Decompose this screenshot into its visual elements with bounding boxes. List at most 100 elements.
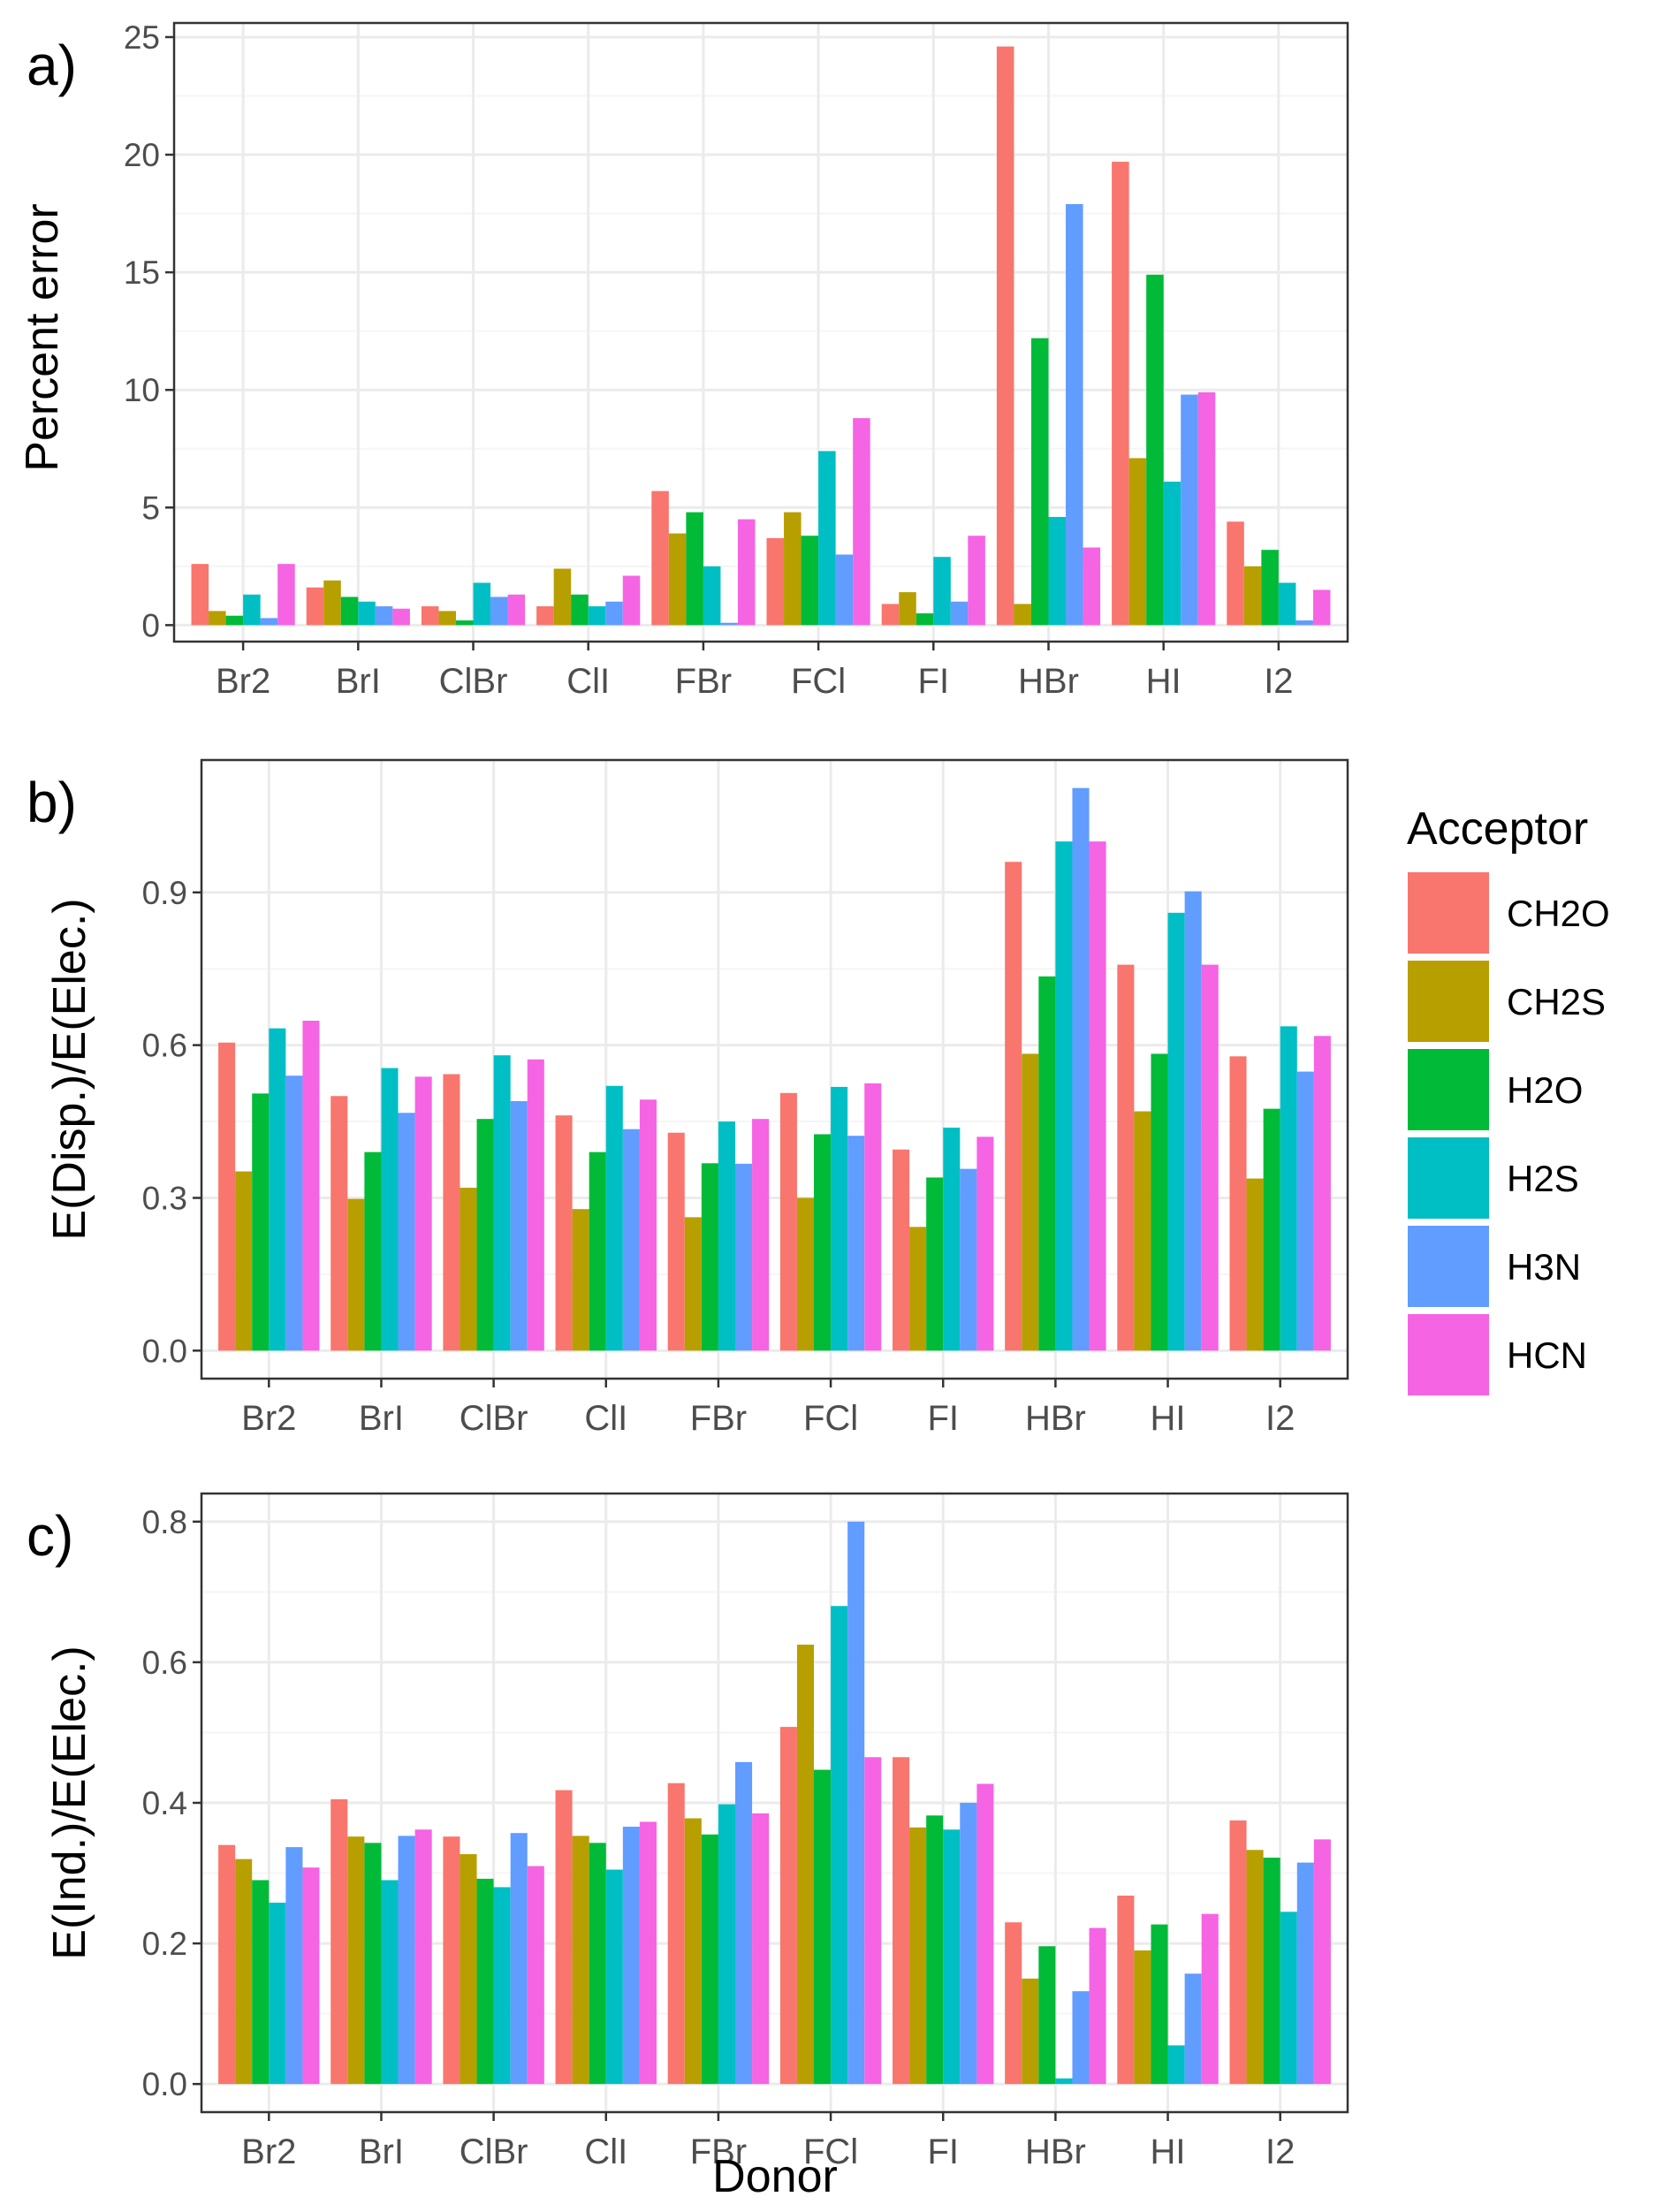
bar-Br2-CH2S	[235, 1859, 253, 2085]
y-tick-label: 0.8	[142, 1504, 187, 1540]
bar-FCl-HCN	[864, 1083, 882, 1351]
bar-HBr-H2O	[1030, 338, 1049, 626]
bar-FBr-HCN	[752, 1119, 770, 1351]
bar-Br2-H2S	[243, 594, 261, 626]
bar-FCl-HCN	[853, 418, 870, 626]
bar-ClI-H3N	[622, 1827, 640, 2085]
bar-Br2-H3N	[285, 1076, 303, 1351]
bar-BrI-CH2S	[347, 1836, 365, 2085]
bar-FI-H2O	[926, 1815, 944, 2085]
bar-I2-CH2O	[1229, 1056, 1247, 1351]
x-tick-label: ClI	[566, 662, 610, 701]
panel-b: 0.0 0.3 0.6 0.9 Br2 BrI ClBr ClI FBr FCl FI HBr HI I2…	[27, 758, 1349, 1438]
bar-HI-H2O	[1151, 1053, 1168, 1351]
bar-FCl-H2S	[831, 1086, 848, 1351]
bar-FCl-CH2S	[796, 1645, 814, 2085]
bar-Br2-CH2O	[218, 1042, 236, 1351]
bar-ClBr-H2S	[493, 1887, 511, 2085]
y-tick-label: 5	[141, 490, 160, 526]
bar-I2-H2S	[1280, 1026, 1297, 1351]
bar-FI-CH2O	[893, 1149, 910, 1351]
bar-BrI-H3N	[398, 1836, 415, 2085]
bar-BrI-HCN	[392, 608, 410, 626]
bar-ClBr-H3N	[510, 1833, 528, 2085]
bar-FI-H2S	[943, 1127, 961, 1351]
x-tick-label: HBr	[1018, 662, 1079, 701]
bar-I2-CH2S	[1246, 1178, 1264, 1351]
bar-FI-CH2O	[893, 1757, 910, 2085]
legend-key-CH2O	[1408, 872, 1489, 954]
bar-BrI-H2O	[340, 597, 359, 626]
bar-FCl-H2O	[814, 1134, 832, 1351]
bar-HI-H3N	[1181, 394, 1198, 626]
bar-ClBr-H3N	[510, 1101, 528, 1351]
bar-ClI-H2O	[571, 594, 589, 626]
legend-key-CH2S	[1408, 961, 1489, 1042]
bar-HI-HCN	[1201, 1913, 1219, 2085]
bar-HBr-H2S	[1048, 516, 1067, 626]
bar-FI-H2S	[933, 557, 951, 626]
bar-FBr-HCN	[752, 1813, 770, 2085]
bar-HI-H2S	[1167, 912, 1185, 1351]
x-tick-label: ClI	[584, 2132, 627, 2171]
bar-ClI-H3N	[605, 601, 623, 626]
bar-FCl-CH2O	[779, 1727, 797, 2085]
bar-FBr-H3N	[735, 1761, 753, 2085]
x-tick-label: FI	[927, 2132, 959, 2171]
bar-BrI-HCN	[414, 1829, 432, 2085]
x-tick-label: HBr	[1025, 2132, 1086, 2171]
bar-BrI-H2S	[381, 1880, 399, 2085]
bar-Br2-HCN	[302, 1020, 320, 1351]
bar-ClBr-CH2O	[421, 606, 439, 626]
bar-FCl-HCN	[864, 1757, 882, 2085]
bar-ClI-H3N	[622, 1129, 640, 1351]
bar-ClBr-CH2O	[443, 1836, 460, 2085]
x-tick-label: BrI	[359, 2132, 404, 2171]
y-tick-label: 25	[124, 19, 160, 56]
bar-FBr-CH2O	[667, 1783, 685, 2085]
bar-HI-HCN	[1197, 391, 1216, 626]
bar-I2-H3N	[1295, 620, 1313, 626]
panel-border	[172, 21, 1349, 643]
bar-HBr-HCN	[1089, 841, 1106, 1351]
bar-FI-H2O	[916, 613, 934, 626]
bar-FI-HCN	[976, 1136, 994, 1351]
x-tick-label: FI	[927, 1399, 959, 1438]
bar-FBr-H3N	[735, 1163, 753, 1351]
bar-ClBr-CH2S	[460, 1187, 477, 1351]
panel-label: c)	[27, 1504, 73, 1568]
bar-FI-CH2S	[909, 1227, 927, 1351]
bar-ClI-CH2S	[572, 1209, 589, 1351]
bar-I2-H3N	[1296, 1071, 1314, 1351]
bar-HBr-CH2O	[996, 46, 1014, 626]
x-tick-label: BrI	[336, 662, 381, 701]
x-tick-label: I2	[1265, 2132, 1295, 2171]
bar-HBr-H3N	[1066, 203, 1083, 626]
bar-HI-CH2O	[1117, 1896, 1135, 2085]
bar-HI-H3N	[1184, 1973, 1202, 2085]
y-axis-title: E(Ind.)/E(Elec.)	[44, 1646, 95, 1959]
bar-FBr-CH2S	[684, 1818, 702, 2085]
bar-ClI-H2S	[605, 1869, 623, 2085]
x-tick-label: FI	[918, 662, 950, 701]
x-tick-label: FCl	[803, 2132, 858, 2171]
legend: Acceptor CH2O CH2S H2O H2S H3N HCN	[1407, 803, 1610, 1395]
panel-c: 0.0 0.2 0.4 0.6 0.8 Br2 BrI ClBr ClI FBr FCl FI HBr H…	[27, 1492, 1349, 2171]
bar-ClI-CH2S	[572, 1836, 589, 2085]
bar-FBr-CH2S	[668, 533, 687, 626]
bar-Br2-H2O	[225, 615, 244, 626]
bar-BrI-CH2O	[331, 1799, 348, 2085]
bar-I2-CH2O	[1227, 521, 1244, 626]
bar-HI-CH2S	[1128, 458, 1147, 626]
bar-Br2-H3N	[260, 618, 278, 626]
bar-I2-CH2O	[1229, 1820, 1247, 2085]
x-tick-label: I2	[1264, 662, 1293, 701]
bar-I2-HCN	[1313, 1036, 1331, 1351]
bar-ClBr-HCN	[507, 594, 526, 626]
x-tick-label: HI	[1151, 2132, 1186, 2171]
bar-FBr-CH2O	[651, 490, 669, 626]
y-tick-label: 0	[141, 607, 160, 643]
legend-key-HCN	[1408, 1314, 1489, 1395]
bar-HI-CH2O	[1112, 162, 1129, 626]
bar-ClI-CH2S	[553, 568, 572, 626]
